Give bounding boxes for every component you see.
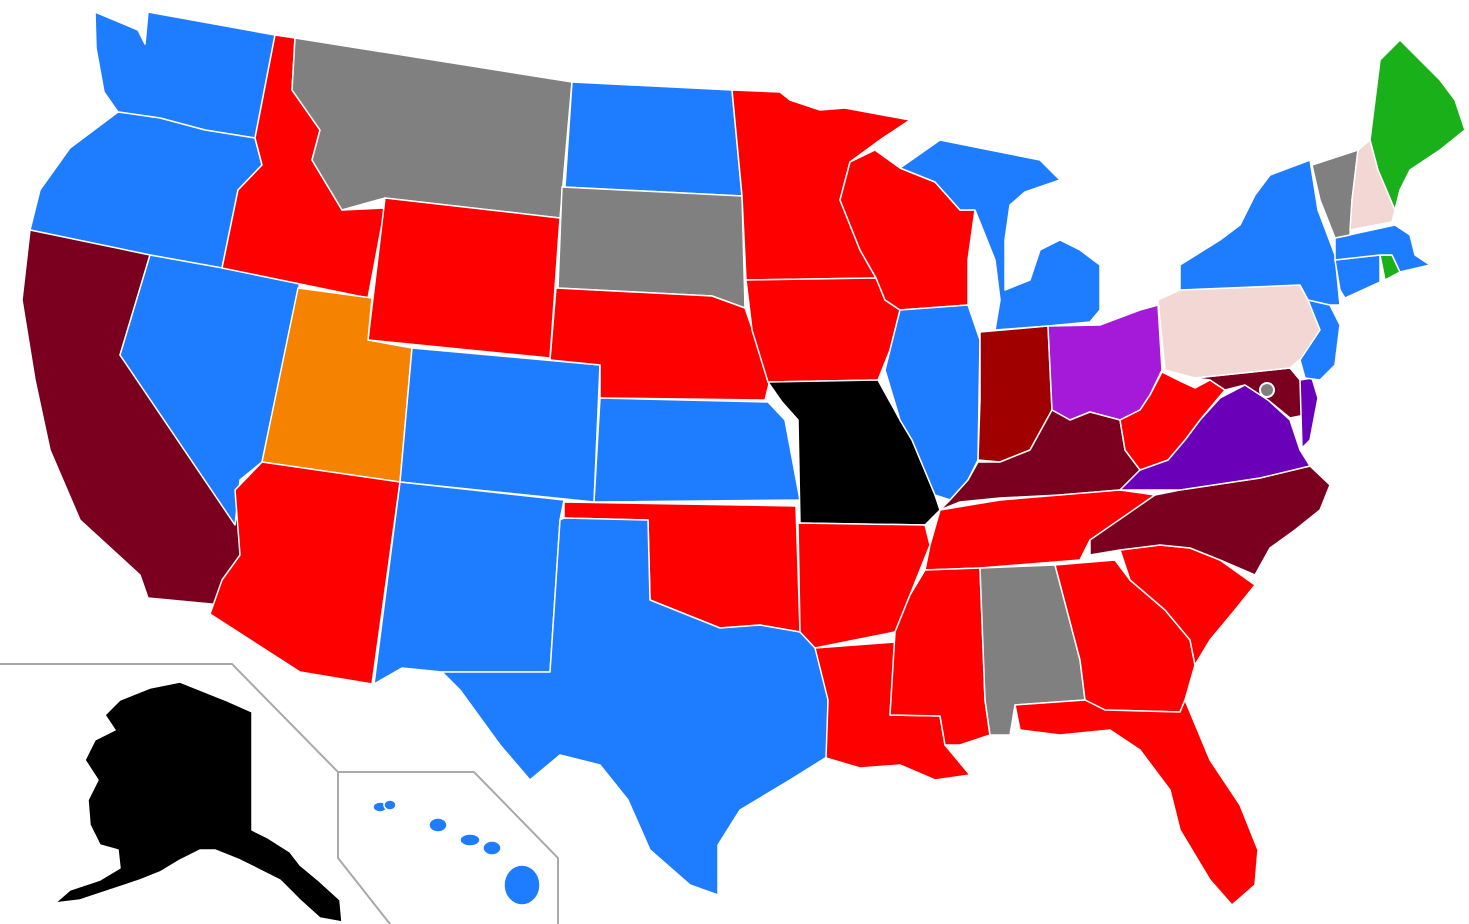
state-pennsylvania[interactable] xyxy=(1157,284,1321,379)
hawaii-inset-frame xyxy=(338,771,559,924)
state-connecticut[interactable] xyxy=(1334,254,1381,299)
state-wyoming[interactable] xyxy=(367,197,561,359)
state-arizona[interactable] xyxy=(209,461,401,685)
state-hawaii[interactable] xyxy=(372,799,541,906)
state-maryland[interactable] xyxy=(1194,367,1319,419)
state-new-jersey[interactable] xyxy=(1299,299,1341,381)
state-new-mexico[interactable] xyxy=(373,481,565,685)
state-nebraska[interactable] xyxy=(549,287,771,401)
dc-marker[interactable] xyxy=(1259,382,1275,398)
state-colorado[interactable] xyxy=(399,347,601,503)
state-montana[interactable] xyxy=(291,37,573,219)
state-texas[interactable] xyxy=(441,517,831,896)
state-alaska[interactable] xyxy=(54,681,343,923)
state-georgia[interactable] xyxy=(1054,559,1196,713)
state-north-dakota[interactable] xyxy=(564,81,743,197)
state-new-york[interactable] xyxy=(1179,159,1341,306)
state-florida[interactable] xyxy=(1014,699,1259,906)
state-michigan[interactable] xyxy=(899,139,1101,331)
state-iowa[interactable] xyxy=(745,277,901,383)
state-delaware[interactable] xyxy=(1299,377,1319,449)
state-maine[interactable] xyxy=(1369,39,1466,211)
state-kansas[interactable] xyxy=(593,397,801,503)
state-massachusetts[interactable] xyxy=(1334,224,1431,273)
